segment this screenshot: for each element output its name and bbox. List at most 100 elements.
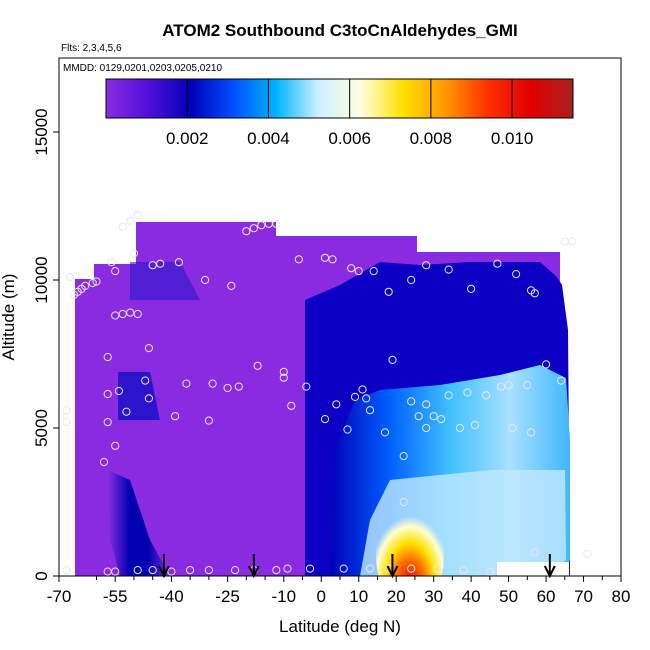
observation-point (283, 564, 292, 573)
colorbar: 0.002 0.004 0.006 0.008 0.010 (105, 78, 574, 148)
observation-point (429, 412, 438, 421)
observation-point (148, 261, 157, 270)
observation-point (560, 237, 569, 246)
observation-point (422, 423, 431, 433)
colorbar-tick-label: 0.010 (491, 129, 534, 148)
chart-title: ATOM2 Southbound C3toCnAldehydes_GMI (162, 21, 517, 40)
x-tick-label: 10 (349, 587, 368, 606)
x-tick-label: 70 (574, 587, 593, 606)
observation-point (272, 566, 281, 575)
observation-point (126, 308, 135, 317)
observation-point (223, 383, 232, 393)
heatmap-white-patch (497, 562, 569, 576)
colorbar-ticks: 0.002 0.004 0.006 0.008 0.010 (166, 79, 533, 148)
observation-point (320, 253, 330, 262)
observation-point (497, 382, 506, 391)
observation-point (62, 418, 71, 427)
observation-point (407, 397, 416, 406)
colorbar-tick-label: 0.008 (410, 129, 453, 148)
observation-point (380, 428, 390, 437)
observation-point (339, 564, 348, 573)
observation-point (444, 265, 453, 274)
observation-point (118, 309, 127, 319)
observation-point (103, 352, 112, 362)
observation-point (186, 566, 195, 575)
observation-point (99, 457, 109, 467)
observation-point (279, 373, 288, 382)
x-tick-label: -25 (215, 587, 240, 606)
observation-point (343, 425, 352, 434)
observation-point (433, 564, 442, 573)
observation-point (568, 237, 577, 246)
observation-point (530, 548, 539, 557)
observation-point (81, 281, 90, 290)
observation-point (257, 221, 266, 230)
observation-point (422, 261, 431, 270)
x-axis: -70 -55 -40 -25 -10 0 10 20 30 40 50 60 70 80 (47, 576, 631, 606)
observation-point (320, 415, 330, 424)
observation-point (133, 210, 142, 219)
observation-point (126, 216, 135, 225)
observation-point (347, 264, 356, 273)
observation-point (156, 259, 165, 268)
observation-point (302, 382, 311, 391)
observation-point (328, 255, 337, 264)
observation-point (384, 287, 393, 296)
x-tick-label: -55 (103, 587, 128, 606)
observation-point (103, 389, 112, 399)
observation-point (133, 566, 142, 575)
observation-point (62, 566, 71, 575)
observation-point (118, 222, 127, 231)
observation-point (208, 379, 217, 388)
observation-point (369, 267, 378, 276)
observation-points (62, 210, 592, 576)
observation-point (111, 311, 120, 320)
observation-point (482, 391, 491, 400)
observation-point (294, 255, 303, 264)
observation-point (167, 567, 176, 576)
observation-point (350, 392, 360, 401)
observation-point (204, 566, 213, 575)
x-tick-label: -10 (272, 587, 297, 606)
observation-point (459, 566, 468, 575)
observation-point (144, 344, 153, 353)
heatmap-field (75, 222, 570, 576)
colorbar-gradient (105, 78, 574, 119)
flights-subtitle: Flts: 2,3,4,5,6 (61, 43, 122, 54)
heatmap-southern-band (108, 470, 170, 576)
observation-point (332, 400, 341, 409)
observation-point (62, 406, 71, 415)
observation-point (129, 249, 138, 258)
heatmap-mid-dark-patch (118, 372, 160, 420)
observation-point (362, 394, 371, 403)
observation-point (201, 275, 210, 285)
observation-point (204, 416, 213, 425)
observation-point (272, 219, 281, 228)
x-tick-label: 0 (317, 587, 326, 606)
observation-point (527, 428, 536, 437)
colorbar-tick-label: 0.004 (247, 129, 290, 148)
observation-point (171, 412, 180, 421)
observation-point (414, 412, 423, 421)
y-axis: 0 5000 10000 15000 (32, 108, 59, 581)
observation-point (66, 272, 75, 282)
y-axis-label: Altitude (m) (0, 274, 18, 361)
observation-point (583, 549, 592, 558)
observation-point (407, 564, 416, 573)
observation-point (144, 394, 153, 403)
colorbar-tick-label: 0.006 (328, 129, 371, 148)
observation-point (227, 281, 236, 290)
observation-point (148, 566, 157, 575)
x-tick-label: 80 (612, 587, 631, 606)
observation-point (287, 401, 296, 410)
observation-point (354, 267, 363, 276)
observation-point (530, 289, 539, 298)
observation-point (133, 309, 142, 319)
dates-subtitle: MMDD: 0129,0201,0203,0205,0210 (63, 63, 222, 74)
observation-point (231, 566, 240, 575)
observation-point (542, 360, 551, 369)
observation-point (358, 385, 367, 394)
observation-point (103, 418, 112, 427)
observation-point (463, 388, 472, 397)
y-tick-label: 5000 (32, 409, 51, 447)
